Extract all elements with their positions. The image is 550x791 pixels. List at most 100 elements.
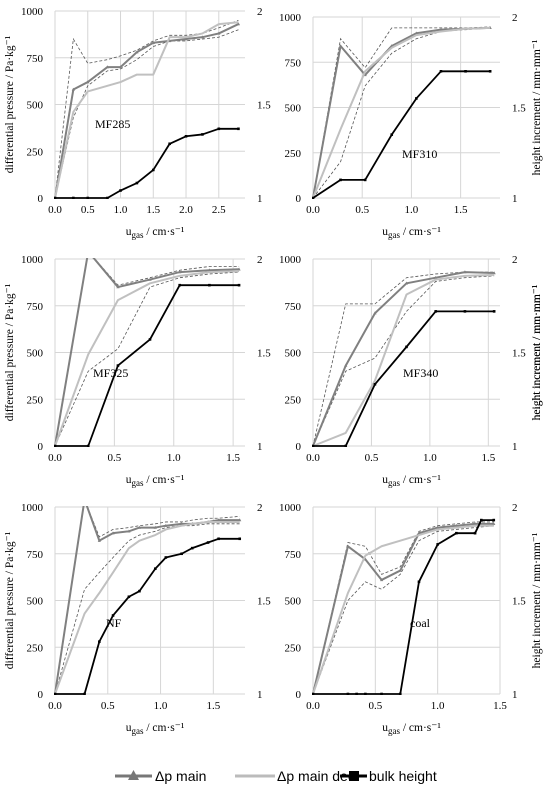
series-line-bulk-height xyxy=(55,284,240,447)
point-bulk-height xyxy=(312,196,315,199)
point-dp-main xyxy=(164,523,168,527)
point-bulk-height xyxy=(111,614,115,617)
series-line-dp-main-dec xyxy=(312,524,494,695)
point-dp-main xyxy=(404,281,409,285)
point-dp-main xyxy=(434,275,438,279)
panel-label: MF340 xyxy=(403,366,438,380)
x-tick-label: 1.5 xyxy=(206,700,220,712)
y2-tick-label: 2 xyxy=(512,254,518,266)
panel-mf325: 0 250 500 750 1000 1 1.5 2 0.0 0.5 1.0 1.5 ugas / cm… xyxy=(4,254,543,488)
y2-axis-label: height increment / mm·mm⁻¹ xyxy=(531,284,543,420)
gridlines xyxy=(54,10,245,199)
point-dp-main xyxy=(436,525,440,529)
x-tick-label: 1.0 xyxy=(114,204,128,216)
point-dp-main xyxy=(127,529,131,533)
x-tick-label: 2.5 xyxy=(212,204,226,216)
y-tick-label: 0 xyxy=(296,193,302,205)
y2-axis-label: height increment / mm·mm⁻¹ xyxy=(531,39,543,175)
y2-axis-label: height increment / mm·mm⁻¹ xyxy=(531,284,543,420)
point-bulk-height xyxy=(488,70,492,73)
y-tick-label: 1000 xyxy=(21,254,44,266)
range-line-lower xyxy=(54,29,239,199)
point-bulk-height xyxy=(148,338,152,341)
point-dp-main xyxy=(398,568,402,572)
point-bulk-height xyxy=(237,127,240,131)
range-line-lower xyxy=(54,523,240,695)
series-line-dp-main xyxy=(312,271,495,447)
x-tick-label: 1.5 xyxy=(226,452,240,464)
point-bulk-height xyxy=(127,595,131,599)
y-tick-label: 500 xyxy=(27,100,44,112)
point-bulk-height xyxy=(217,127,221,131)
point-dp-main xyxy=(105,65,110,69)
point-bulk-height xyxy=(153,567,157,571)
x-tick-label: 1.0 xyxy=(167,452,181,464)
x-axis-label: ugas / cm·s⁻¹ xyxy=(382,226,441,240)
x-tick-label: 0.0 xyxy=(306,204,320,216)
point-bulk-height xyxy=(54,692,57,695)
y-tick-label: 1000 xyxy=(21,502,44,514)
y-tick-label: 1000 xyxy=(279,502,302,514)
legend-item-dp-main-dec: Δp main dec xyxy=(235,768,355,784)
point-bulk-height xyxy=(237,283,241,287)
point-bulk-height xyxy=(492,310,496,313)
y-tick-label: 500 xyxy=(285,348,302,360)
range-line-upper xyxy=(312,271,495,447)
panel-mf340: 0 250 500 750 1000 1 1.5 2 0.0 0.5 1.0 1.5 ugas / cm… xyxy=(279,254,543,488)
panel-mf285: 0 250 500 750 1000 1 1.5 2 0.0 0.5 1.0 1.5 2.0 2.5 uga… xyxy=(4,6,271,240)
x-axis-label: ugas / cm·s⁻¹ xyxy=(382,474,441,488)
point-dp-main xyxy=(71,87,75,91)
point-bulk-height xyxy=(436,543,439,546)
point-dp-main xyxy=(148,277,152,281)
point-bulk-height xyxy=(178,283,181,287)
y2-tick-label: 1 xyxy=(257,441,263,453)
point-bulk-height xyxy=(164,556,168,559)
point-dp-main xyxy=(217,518,221,522)
series-line-bulk-height xyxy=(313,519,494,695)
y-tick-label: 1000 xyxy=(21,6,44,18)
series-line-dp-main xyxy=(312,522,494,695)
point-bulk-height xyxy=(238,537,242,541)
point-dp-main xyxy=(217,31,221,35)
point-bulk-height xyxy=(116,364,120,367)
range-line-lower xyxy=(54,271,240,447)
plot-area xyxy=(54,506,242,695)
range-line-lower xyxy=(312,525,494,695)
point-bulk-height xyxy=(83,692,86,695)
y2-axis-label: height increment / mm·mm⁻¹ xyxy=(531,532,543,668)
y-tick-label: 750 xyxy=(27,53,44,65)
gridlines xyxy=(312,16,500,199)
point-bulk-height xyxy=(473,531,477,535)
point-bulk-height xyxy=(138,589,141,593)
series-line-dp-main xyxy=(54,23,239,199)
y-tick-label: 0 xyxy=(296,689,302,701)
series-line-dp-main xyxy=(312,26,491,199)
point-dp-main xyxy=(151,40,155,44)
x-tick-label: 2.0 xyxy=(179,204,193,216)
point-bulk-height xyxy=(217,537,220,541)
gridlines xyxy=(312,258,500,447)
point-bulk-height xyxy=(184,134,188,138)
x-tick-label: 0.5 xyxy=(365,452,379,464)
y-tick-label: 500 xyxy=(27,596,44,608)
panel-nf: 0 250 500 750 1000 1 1.5 2 0.0 0.5 1.0 1.5 ugas / cm… xyxy=(4,502,271,736)
legend-label-dp-main: Δp main xyxy=(155,768,206,784)
y-tick-label: 0 xyxy=(38,193,44,205)
y-tick-label: 0 xyxy=(38,689,44,701)
y-tick-label: 500 xyxy=(285,103,302,115)
point-dp-main xyxy=(414,31,418,35)
y-tick-label: 250 xyxy=(285,394,302,406)
x-tick-label: 1.0 xyxy=(431,700,445,712)
point-dp-main xyxy=(207,268,211,272)
point-dp-main xyxy=(153,525,157,529)
plot-area xyxy=(54,19,241,199)
series-line-dp-main-dec xyxy=(54,21,239,199)
range-line-upper xyxy=(54,506,240,695)
point-dp-main xyxy=(379,578,384,582)
y-axis-label: differential pressure / Pa·kg⁻¹ xyxy=(4,283,16,421)
point-dp-main xyxy=(97,538,101,542)
point-dp-main xyxy=(492,522,496,526)
point-dp-main xyxy=(363,557,367,561)
y-tick-label: 750 xyxy=(285,549,302,561)
panel-label: MF310 xyxy=(402,147,437,161)
